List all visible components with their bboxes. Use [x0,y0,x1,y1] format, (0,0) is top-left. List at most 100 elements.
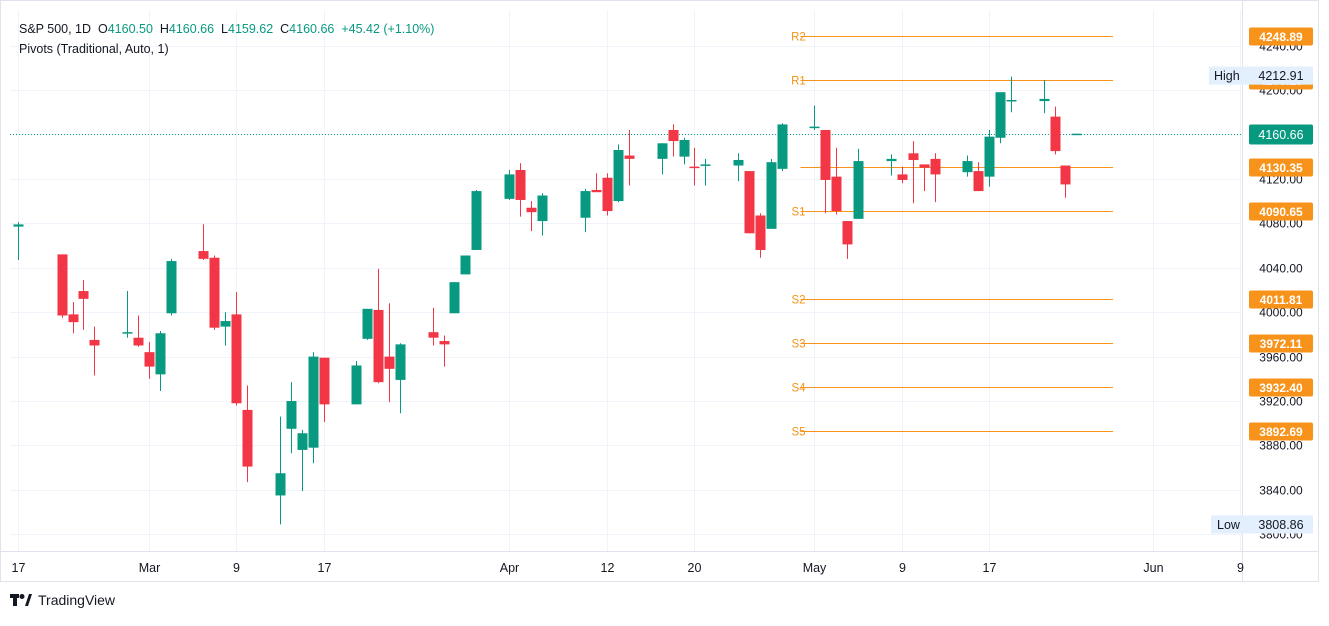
candle-body [133,337,144,346]
candle-body [886,158,897,162]
candle-body [286,401,297,429]
pivot-price-label: 4130.35 [1259,161,1303,175]
pivot-price-tag [1249,158,1313,177]
close-label: C [280,22,290,36]
x-tick-label: 9 [1237,561,1244,575]
candle-body [1006,99,1017,102]
pivot-label-S2: S2 [791,295,805,307]
candle-body [1039,98,1050,102]
candle-body [89,339,100,346]
candle-body [679,139,690,157]
y-tick-label: 3840.00 [1259,484,1303,498]
y-tick-label: 3960.00 [1259,351,1303,365]
candle-body [973,171,984,192]
pivot-price-label: 4090.65 [1259,205,1303,219]
pivot-price-label: 4248.89 [1259,30,1303,44]
candle-body [613,149,624,202]
candle-body [373,309,384,383]
low-marker-label: Low [1217,518,1241,532]
pivot-label-S5: S5 [791,427,805,439]
candle-body [155,333,166,375]
pivot-price-tag [1249,27,1313,46]
ohlc-row: S&P 500, 1D O4160.50 H4160.66 L4159.62 C… [19,19,434,39]
candle-body [439,341,450,345]
candle-body [526,207,537,213]
candle-body [995,92,1006,138]
brand-name: TradingView [38,592,116,608]
y-tick-label: 3880.00 [1259,439,1303,453]
candle-body [231,314,242,404]
candle-body [319,357,330,405]
pivot-price-tag [1249,422,1313,441]
x-tick-label: 20 [688,561,702,575]
y-tick-label: 4040.00 [1259,262,1303,276]
footer-branding[interactable]: TradingView [10,592,115,608]
candle-body [537,195,548,222]
candle-body [853,161,864,219]
candle-body [1060,165,1071,185]
candle-body [689,166,700,169]
candle-body [831,176,842,212]
x-tick-label: 12 [601,561,615,575]
change-value: +45.42 (+1.10%) [341,22,435,36]
candle-body [744,171,755,234]
symbol-title[interactable]: S&P 500, 1D [19,22,92,36]
candle-body [908,153,919,160]
candle-body [166,261,177,314]
tradingview-logo-icon [10,594,32,606]
pivot-label-R1: R1 [791,76,806,88]
open-label: O [98,22,108,36]
candle-body [657,143,668,159]
pivot-price-tag [1249,378,1313,397]
candle-body [78,291,89,299]
candle-body [122,332,133,334]
last-price-label: 4160.66 [1258,128,1303,142]
x-tick-label: May [803,561,827,575]
candle-body [809,126,820,129]
candle-body [460,255,471,275]
candle-body [897,174,908,180]
pivot-label-S1: S1 [791,207,805,219]
pivot-price-tag [1249,290,1313,309]
y-tick-label: 3920.00 [1259,395,1303,409]
pivot-price-tag [1249,202,1313,221]
candle-body [766,162,777,229]
candle-body [68,314,79,323]
candle-body [504,174,515,199]
candle-body [919,164,930,168]
candle-body [57,254,68,316]
high-value: 4160.66 [168,22,215,36]
last-price-tag [1249,124,1313,145]
candle-body [842,221,853,245]
high-marker-bg [1209,66,1313,85]
candle-body [362,308,373,339]
low-marker-value: 3808.86 [1258,518,1303,532]
x-tick-label: Apr [500,561,519,575]
candle-body [13,224,24,227]
chart-legend: S&P 500, 1D O4160.50 H4160.66 L4159.62 C… [19,19,434,59]
low-marker-bg [1211,515,1313,534]
candle-body [209,257,220,328]
candle-body [220,321,231,327]
indicator-row[interactable]: Pivots (Traditional, Auto, 1) [19,39,434,59]
candle-body [242,409,253,467]
x-tick-label: 17 [983,561,997,575]
indicator-name[interactable]: Pivots (Traditional, Auto, 1) [19,42,169,56]
pivot-price-label: 3972.11 [1260,337,1303,351]
high-marker-label: High [1214,69,1240,83]
candle-body [602,177,613,212]
candle-body [384,356,395,369]
candle-body [962,161,973,173]
x-tick-label: Mar [139,561,161,575]
candle-body [471,191,482,250]
candle-body [1050,116,1061,152]
low-value: 4159.62 [228,22,274,36]
close-value: 4160.66 [289,22,335,36]
candle-body [668,129,679,142]
candle-body [591,189,602,193]
candle-body [1071,133,1082,136]
high-marker-value: 4212.91 [1258,69,1303,83]
candle-body [449,282,460,314]
